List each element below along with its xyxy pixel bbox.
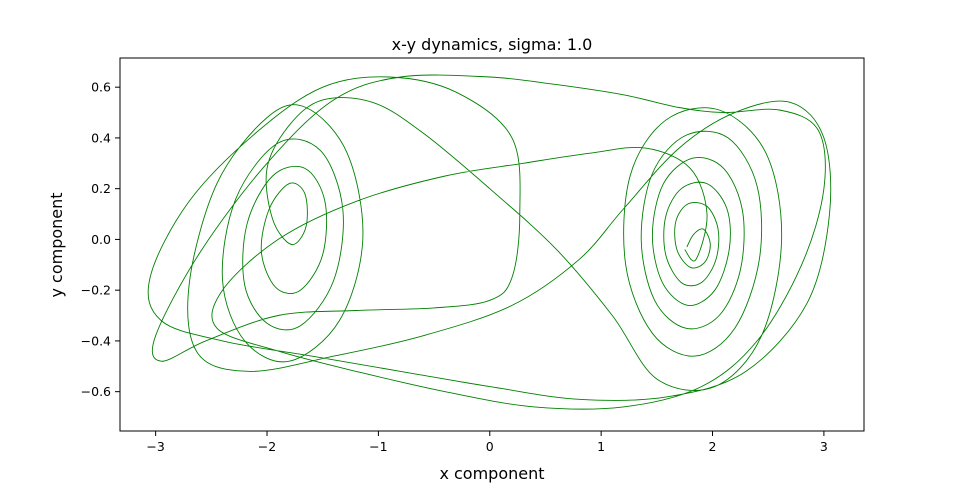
chart-title: x-y dynamics, sigma: 1.0 — [392, 35, 593, 54]
plot-frame — [119, 57, 865, 432]
x-axis-label: x component — [439, 464, 544, 483]
trajectory-line — [147, 74, 832, 410]
x-tick-label: 2 — [709, 439, 717, 454]
series-layer — [147, 74, 832, 410]
x-tick-label: −1 — [369, 439, 387, 454]
y-tick-label: −0.2 — [81, 283, 111, 298]
x-tick-label: −3 — [146, 439, 164, 454]
y-tick-label: 0.2 — [91, 181, 111, 196]
y-tick-label: 0.6 — [91, 80, 111, 95]
x-tick-label: −2 — [258, 439, 276, 454]
x-tick-label: 0 — [486, 439, 494, 454]
y-tick-label: 0.0 — [91, 232, 111, 247]
x-tick-label: 1 — [597, 439, 605, 454]
x-axis: −3 −2 −1 0 1 2 3 — [146, 431, 828, 454]
x-tick-label: 3 — [820, 439, 828, 454]
y-tick-label: −0.4 — [81, 333, 111, 348]
y-tick-label: −0.6 — [81, 384, 111, 399]
y-tick-label: 0.4 — [91, 130, 111, 145]
y-axis: −0.6 −0.4 −0.2 0.0 0.2 0.4 0.6 — [81, 80, 120, 399]
y-axis-label: y component — [47, 192, 66, 297]
